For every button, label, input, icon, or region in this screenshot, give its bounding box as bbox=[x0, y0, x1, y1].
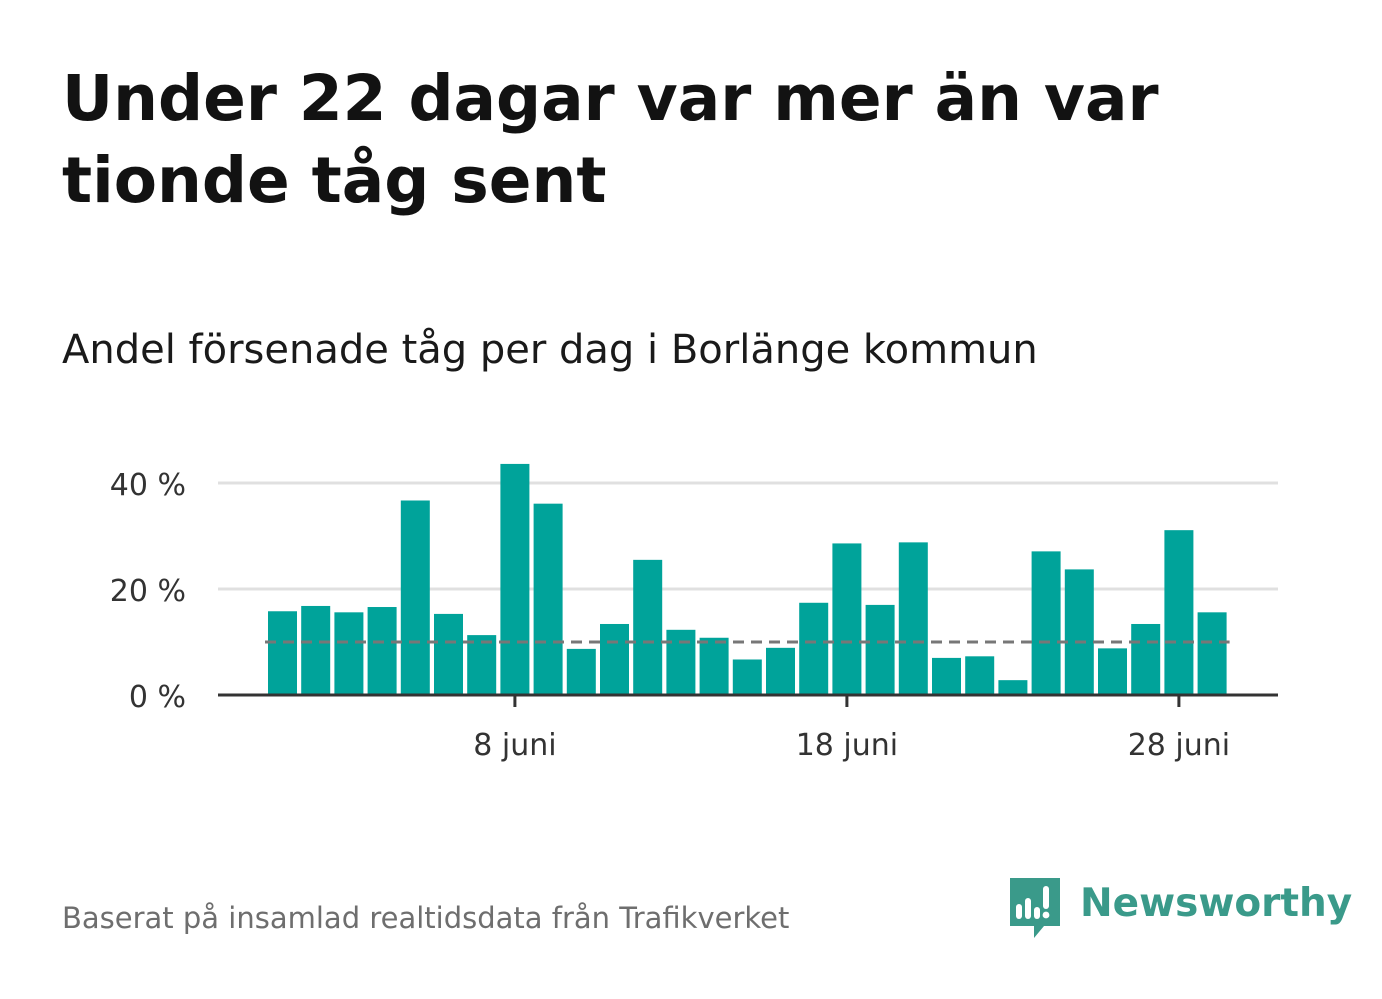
bar bbox=[699, 637, 729, 695]
bar bbox=[1098, 648, 1127, 695]
bar bbox=[832, 543, 862, 695]
source-note: Baserat på insamlad realtidsdata från Tr… bbox=[62, 901, 790, 935]
x-tick-label: 28 juni bbox=[1128, 728, 1230, 763]
x-tick-label: 18 juni bbox=[796, 728, 898, 763]
bars bbox=[268, 463, 1227, 695]
newsworthy-logo-icon bbox=[1010, 878, 1060, 938]
bar bbox=[1064, 569, 1094, 695]
bar bbox=[334, 612, 364, 695]
bar bbox=[268, 611, 297, 695]
bar bbox=[998, 680, 1028, 695]
tick-labels: 0 % 20 % 40 % 8 juni 18 juni 28 juni bbox=[110, 468, 1230, 763]
bar bbox=[766, 647, 795, 695]
bar bbox=[301, 605, 331, 695]
bar bbox=[732, 659, 762, 695]
bar bbox=[1031, 551, 1061, 695]
axes bbox=[218, 693, 1278, 707]
bar bbox=[600, 623, 629, 695]
bar bbox=[566, 648, 596, 695]
bar bbox=[633, 559, 663, 695]
bar bbox=[467, 635, 497, 695]
grid-lines bbox=[218, 481, 1278, 591]
bar bbox=[932, 657, 961, 695]
bar bbox=[533, 503, 563, 695]
bar bbox=[1131, 623, 1161, 695]
bar bbox=[500, 463, 530, 695]
brand-name: Newsworthy bbox=[1080, 881, 1353, 926]
brand-logo[interactable]: Newsworthy bbox=[1010, 878, 1352, 942]
bar bbox=[799, 602, 829, 695]
chart-title: Under 22 dagar var mer än var tionde tåg… bbox=[62, 62, 1159, 217]
bar bbox=[1164, 530, 1194, 695]
bar bbox=[865, 604, 895, 695]
x-tick-label: 8 juni bbox=[473, 728, 556, 763]
bar bbox=[666, 629, 696, 695]
y-tick-label: 20 % bbox=[110, 574, 186, 609]
bar bbox=[400, 500, 430, 695]
chart-subtitle: Andel försenade tåg per dag i Borlänge k… bbox=[62, 327, 1038, 373]
bar bbox=[898, 542, 928, 695]
bar bbox=[965, 656, 995, 695]
y-tick-label: 40 % bbox=[110, 468, 186, 503]
bar bbox=[367, 607, 397, 695]
bar bbox=[1197, 612, 1227, 695]
y-tick-label: 0 % bbox=[129, 680, 186, 715]
bar bbox=[434, 613, 463, 695]
